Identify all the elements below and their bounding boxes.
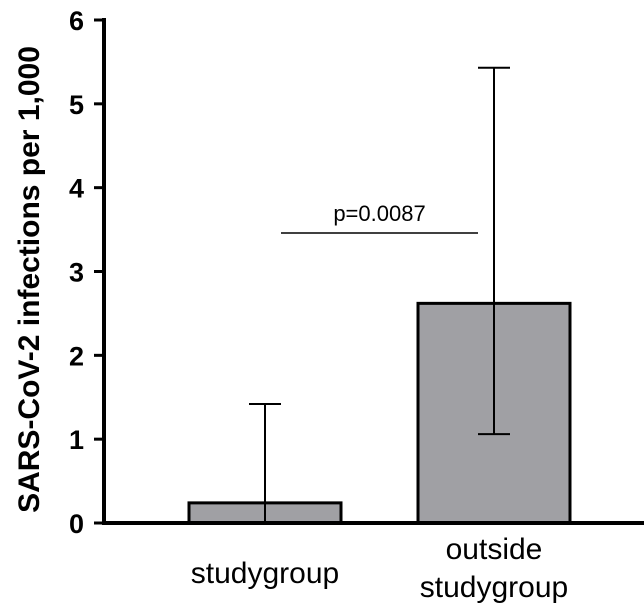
error-bars-group	[249, 66, 510, 523]
y-tick-label-0: 0	[69, 509, 84, 539]
y-tick-label-4: 4	[69, 174, 84, 204]
category-label-2: outside studygroup	[420, 533, 568, 604]
y-tick-label-3: 3	[69, 258, 84, 288]
labels-group: 0 1 2 3 4 5 6 SARS-CoV-2 infections per 1,000 st…	[13, 6, 568, 604]
significance-annotation: p=0.0087	[281, 201, 478, 234]
y-tick-label-6: 6	[69, 6, 84, 36]
y-tick-label-1: 1	[69, 425, 84, 455]
axes-group	[94, 18, 644, 525]
y-tick-label-2: 2	[69, 341, 84, 371]
y-tick-label-5: 5	[69, 90, 84, 120]
p-value-label: p=0.0087	[333, 201, 425, 226]
category-label-1: studygroup	[191, 557, 339, 590]
bars-group	[187, 301, 572, 525]
y-axis-title: SARS-CoV-2 infections per 1,000	[13, 46, 46, 513]
